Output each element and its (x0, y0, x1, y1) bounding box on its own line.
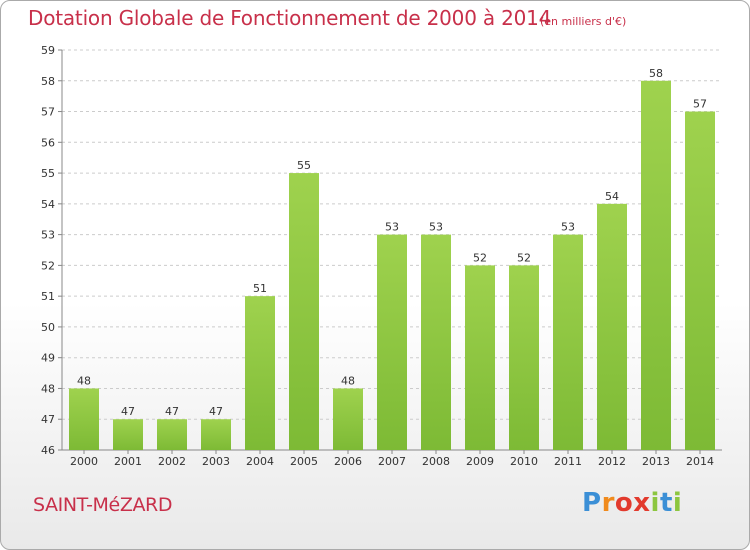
bar (465, 265, 495, 450)
bar (509, 265, 539, 450)
labels: 46 47 48 49 50 51 52 53 54 55 56 57 58 59 2000 48 2001 47… (41, 44, 714, 468)
data-label: 51 (253, 282, 267, 295)
bar (553, 234, 583, 450)
data-label: 48 (77, 374, 91, 387)
y-tick-label: 52 (41, 259, 55, 272)
x-tick-label: 2009 (466, 455, 494, 468)
data-label: 52 (473, 251, 487, 264)
data-label: 58 (649, 67, 663, 80)
bar (157, 419, 187, 450)
data-label: 52 (517, 251, 531, 264)
x-tick-label: 2006 (334, 455, 362, 468)
data-label: 47 (209, 405, 223, 418)
bar (641, 80, 671, 451)
chart-title: Dotation Globale de Fonctionnement de 20… (28, 6, 552, 30)
chart-subtitle: (en milliers d'€) (540, 15, 627, 28)
y-tick-label: 59 (41, 44, 55, 57)
y-tick-label: 58 (41, 75, 55, 88)
proxiti-logo: Proxiti (582, 488, 682, 518)
x-tick-label: 2003 (202, 455, 230, 468)
data-label: 53 (429, 221, 443, 234)
bar (421, 234, 451, 450)
x-tick-label: 2007 (378, 455, 406, 468)
bar (113, 419, 143, 450)
bars (69, 80, 715, 451)
data-label: 48 (341, 374, 355, 387)
x-tick-label: 2002 (158, 455, 186, 468)
data-label: 53 (385, 221, 399, 234)
y-tick-label: 55 (41, 167, 55, 180)
y-tick-label: 56 (41, 136, 55, 149)
logo-letter: i (672, 488, 683, 518)
data-label: 54 (605, 190, 619, 203)
y-tick-label: 46 (41, 444, 55, 457)
bar (69, 388, 99, 450)
commune-name: SAINT-MéZARD (33, 494, 173, 516)
y-tick-label: 51 (41, 290, 55, 303)
x-tick-label: 2000 (70, 455, 98, 468)
bar (289, 173, 319, 451)
x-tick-label: 2001 (114, 455, 142, 468)
bar (333, 388, 363, 450)
y-tick-label: 47 (41, 413, 55, 426)
y-tick-label: 50 (41, 321, 55, 334)
y-tick-label: 48 (41, 382, 55, 395)
data-label: 47 (121, 405, 135, 418)
data-label: 47 (165, 405, 179, 418)
y-tick-label: 54 (41, 198, 55, 211)
data-label: 53 (561, 221, 575, 234)
logo-letter: o (614, 488, 634, 518)
x-tick-label: 2008 (422, 455, 450, 468)
logo-letter: x (633, 488, 651, 518)
logo-letter: t (659, 488, 673, 518)
y-tick-label: 49 (41, 352, 55, 365)
logo-letter: r (601, 488, 615, 518)
x-tick-label: 2013 (642, 455, 670, 468)
x-tick-label: 2010 (510, 455, 538, 468)
x-tick-label: 2014 (686, 455, 714, 468)
bar (201, 419, 231, 450)
logo-letter: i (650, 488, 660, 518)
bar (685, 111, 715, 451)
data-label: 55 (297, 159, 311, 172)
y-tick-label: 57 (41, 106, 55, 119)
data-label: 57 (693, 98, 707, 111)
x-tick-label: 2011 (554, 455, 582, 468)
x-tick-label: 2005 (290, 455, 318, 468)
logo-letter: P (582, 488, 602, 518)
bar (245, 296, 275, 450)
y-tick-label: 53 (41, 229, 55, 242)
x-tick-label: 2012 (598, 455, 626, 468)
x-tick-label: 2004 (246, 455, 274, 468)
bar (377, 234, 407, 450)
bar (597, 203, 627, 450)
